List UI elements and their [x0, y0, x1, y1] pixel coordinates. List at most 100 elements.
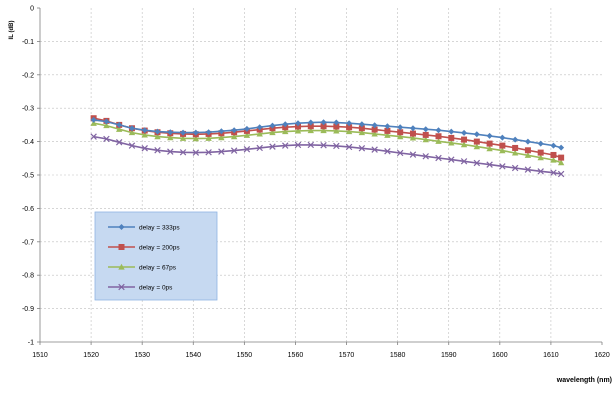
series-line	[93, 122, 562, 164]
y-tick-label: -0.9	[22, 306, 34, 313]
data-point	[473, 131, 480, 138]
data-point	[512, 144, 519, 151]
legend-item: delay = 67ps	[108, 263, 177, 272]
data-point	[230, 133, 238, 140]
data-point	[180, 129, 187, 136]
data-point	[320, 123, 327, 130]
y-axis-title: IL (dB)	[9, 21, 15, 40]
data-point	[269, 143, 276, 150]
y-tick-label: -0.5	[22, 173, 34, 180]
data-point	[346, 120, 353, 127]
data-point	[269, 122, 276, 129]
data-point	[524, 152, 532, 158]
data-point	[307, 119, 314, 126]
data-point	[192, 149, 200, 156]
data-point	[448, 139, 455, 146]
data-point	[422, 153, 429, 160]
data-point	[550, 142, 557, 149]
data-point	[396, 149, 404, 157]
data-point	[256, 130, 263, 137]
x-tick-label: 1570	[339, 352, 355, 359]
data-point	[384, 123, 391, 130]
data-point	[154, 133, 161, 140]
x-axis-title: wavelength (nm)	[556, 377, 612, 384]
x-tick-label: 1540	[185, 352, 201, 359]
data-point	[320, 119, 327, 126]
y-tick-label: -1	[28, 340, 34, 347]
data-point	[230, 147, 238, 154]
data-point	[537, 168, 544, 175]
data-point	[141, 131, 148, 138]
data-point	[192, 129, 199, 136]
data-point	[115, 126, 123, 132]
data-point	[179, 149, 187, 156]
data-point	[345, 128, 353, 135]
data-point	[307, 141, 315, 149]
data-point	[371, 122, 378, 129]
data-point	[384, 132, 391, 138]
data-point	[499, 147, 506, 154]
data-point	[524, 138, 531, 145]
data-point	[511, 164, 519, 172]
data-point	[409, 125, 416, 132]
y-tick-label: -0.3	[22, 106, 34, 113]
data-point	[397, 129, 404, 136]
y-tick-label: -0.7	[22, 239, 34, 246]
data-point	[448, 134, 455, 141]
x-tick-label: 1600	[492, 352, 508, 359]
data-point	[307, 127, 314, 134]
data-point	[461, 136, 468, 143]
y-tick-label: -0.4	[22, 139, 34, 146]
data-point	[557, 159, 565, 166]
data-point	[345, 143, 353, 151]
data-point	[141, 127, 148, 134]
data-point	[409, 151, 417, 158]
data-point	[358, 121, 365, 128]
data-point	[333, 142, 340, 150]
data-point	[103, 122, 110, 129]
data-point	[396, 133, 404, 140]
data-point	[358, 125, 365, 132]
y-tick-label: -0.8	[22, 273, 34, 280]
data-point	[499, 163, 506, 170]
x-tick-label: 1590	[441, 352, 457, 359]
data-point	[320, 142, 327, 149]
data-point	[282, 142, 289, 149]
legend-label: delay = 67ps	[139, 265, 177, 272]
data-point	[205, 129, 212, 136]
data-point	[473, 159, 481, 167]
data-point	[499, 142, 506, 149]
data-point	[473, 143, 481, 150]
data-point	[409, 134, 417, 141]
data-point	[512, 136, 519, 143]
data-point	[154, 128, 161, 135]
data-point	[192, 135, 200, 142]
data-point	[333, 127, 340, 134]
legend-item: delay = 0ps	[108, 283, 173, 292]
data-point	[422, 126, 429, 133]
data-point	[486, 145, 493, 152]
data-point	[295, 123, 302, 130]
data-point	[422, 131, 429, 138]
data-point	[218, 148, 225, 155]
data-point	[282, 124, 289, 131]
data-point	[558, 154, 565, 161]
data-point	[358, 145, 366, 152]
data-point	[116, 121, 123, 128]
data-point	[282, 128, 289, 135]
data-point	[128, 142, 136, 149]
y-tick-label: 0	[30, 6, 34, 13]
data-point	[435, 133, 442, 140]
x-tick-label: 1560	[288, 352, 304, 359]
data-point	[346, 124, 353, 131]
data-point	[141, 145, 148, 152]
data-point	[118, 244, 125, 250]
x-tick-label: 1610	[543, 352, 559, 359]
data-point	[557, 170, 565, 178]
data-point	[384, 127, 391, 134]
data-point	[486, 161, 493, 168]
data-point	[448, 156, 455, 163]
x-tick-label: 1550	[237, 352, 253, 359]
